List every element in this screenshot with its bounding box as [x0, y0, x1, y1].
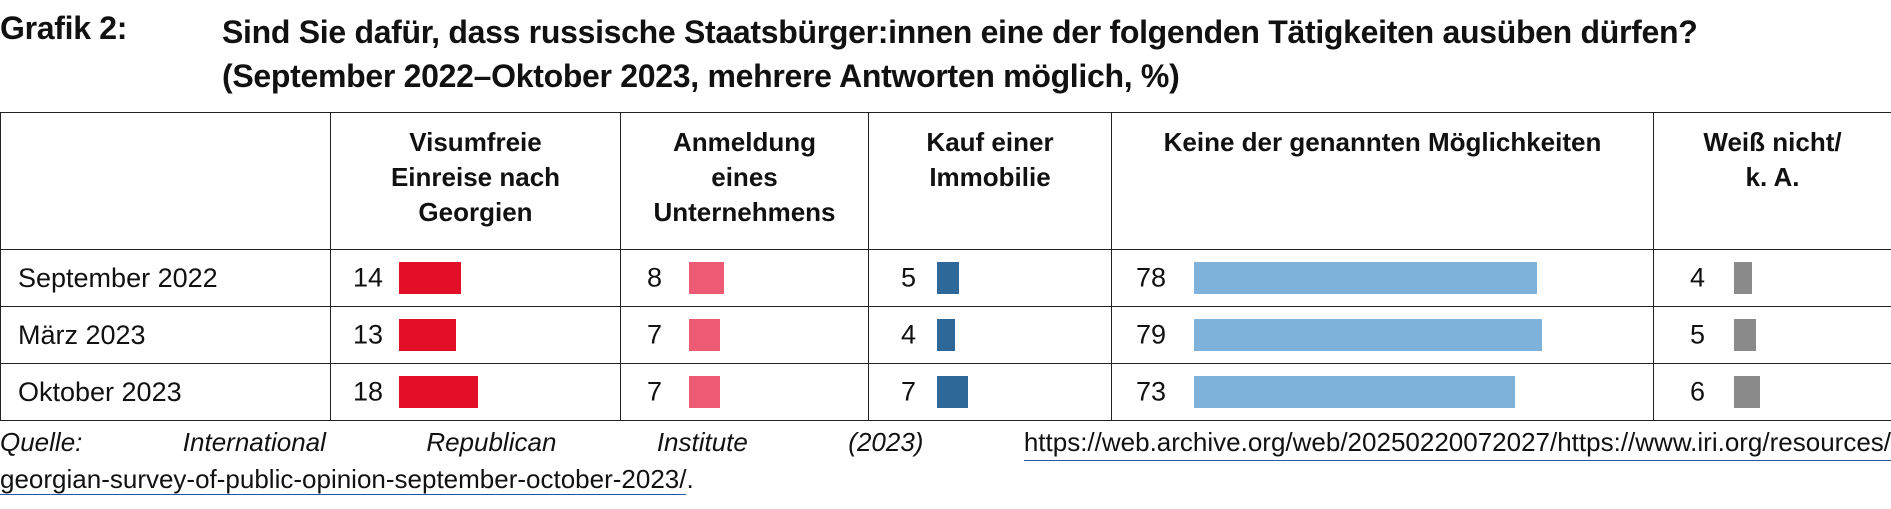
source-word: Republican	[426, 427, 557, 457]
cell: 13	[331, 307, 620, 363]
cell: 5	[1654, 307, 1891, 363]
bar	[1194, 262, 1537, 294]
data-label: 13	[353, 319, 384, 350]
data-label: 8	[647, 262, 663, 293]
bar	[689, 376, 720, 408]
cell: 5	[869, 250, 1111, 306]
cell: 4	[1654, 250, 1891, 306]
cell: 18	[331, 364, 620, 420]
bar	[399, 376, 478, 408]
cell: 7	[621, 307, 868, 363]
results-table: Visumfreie Einreise nach Georgien Anmeld…	[0, 112, 1891, 421]
header-visa-line-2: Einreise nach	[390, 162, 561, 192]
source-line-1: Quelle: International Republican Institu…	[0, 424, 1891, 461]
header-company-line-3: Unternehmens	[653, 197, 836, 227]
table-row: September 2022 14 8 5 78 4	[0, 249, 1891, 307]
bar	[399, 319, 456, 351]
header-dontknow-line-1: Weiß nicht/	[1703, 127, 1842, 157]
table-row: März 2023 13 7 4 79 5	[0, 306, 1891, 364]
data-label: 79	[1136, 319, 1167, 350]
title-line-1: Sind Sie dafür, dass russische Staatsbür…	[222, 14, 1698, 50]
data-label: 7	[647, 376, 663, 407]
cell: 14	[331, 250, 620, 306]
cell: 73	[1112, 364, 1653, 420]
figure-label: Grafik 2:	[0, 10, 128, 46]
header-none-line-1: Keine der genannten Möglichkeiten	[1163, 127, 1602, 157]
header-none: Keine der genannten Möglichkeiten	[1111, 112, 1654, 250]
cell: 4	[869, 307, 1111, 363]
source-link-part-2[interactable]: georgian-survey-of-public-opinion-septem…	[0, 464, 687, 495]
row-label: Oktober 2023	[0, 363, 331, 421]
bar	[937, 376, 968, 408]
header-visa-line-1: Visumfreie	[409, 127, 542, 157]
cell: 78	[1112, 250, 1653, 306]
bar	[689, 319, 720, 351]
data-label: 14	[353, 262, 384, 293]
data-label: 5	[901, 262, 917, 293]
data-label: 6	[1690, 376, 1706, 407]
row-label: März 2023	[0, 306, 331, 364]
bar	[1194, 376, 1515, 408]
source-line-2: georgian-survey-of-public-opinion-septem…	[0, 461, 1891, 497]
data-label: 18	[353, 376, 384, 407]
header-company: Anmeldung eines Unternehmens	[620, 112, 869, 250]
data-label: 4	[901, 319, 917, 350]
header-property-line-2: Immobilie	[929, 162, 1051, 192]
cell: 7	[869, 364, 1111, 420]
cell: 6	[1654, 364, 1891, 420]
data-label: 78	[1136, 262, 1167, 293]
row-label: September 2022	[0, 249, 331, 307]
header-visa: Visumfreie Einreise nach Georgien	[330, 112, 621, 250]
source-note: Quelle: International Republican Institu…	[0, 424, 1891, 497]
data-label: 73	[1136, 376, 1167, 407]
bar	[1734, 319, 1756, 351]
header-empty	[0, 112, 331, 250]
data-label: 4	[1690, 262, 1706, 293]
bar	[399, 262, 461, 294]
data-label: 7	[647, 319, 663, 350]
table-row: Oktober 2023 18 7 7 73 6	[0, 363, 1891, 421]
title-line-2: (September 2022–Oktober 2023, mehrere An…	[222, 58, 1180, 94]
cell: 79	[1112, 307, 1653, 363]
header-company-line-2: eines	[711, 162, 778, 192]
bar	[1734, 262, 1752, 294]
source-word: Institute	[656, 427, 748, 457]
header-visa-line-3: Georgien	[418, 197, 533, 227]
cell: 8	[621, 250, 868, 306]
source-word: Quelle:	[0, 427, 83, 457]
bar	[1194, 319, 1542, 351]
source-link-part-1[interactable]: https://web.archive.org/web/202502200720…	[1023, 424, 1891, 461]
header-property-line-1: Kauf einer	[926, 127, 1054, 157]
header-row: Visumfreie Einreise nach Georgien Anmeld…	[0, 112, 1891, 250]
bar	[937, 319, 955, 351]
cell: 7	[621, 364, 868, 420]
bar	[937, 262, 959, 294]
bar	[1734, 376, 1760, 408]
data-label: 7	[901, 376, 917, 407]
bar	[689, 262, 724, 294]
header-property: Kauf einer Immobilie	[868, 112, 1112, 250]
source-trailing: .	[686, 464, 694, 494]
source-word: (2023)	[848, 427, 924, 457]
figure-question: Sind Sie dafür, dass russische Staatsbür…	[222, 10, 1882, 98]
source-word: International	[182, 427, 326, 457]
data-label: 5	[1690, 319, 1706, 350]
header-dontknow: Weiß nicht/ k. A.	[1653, 112, 1891, 250]
header-dontknow-line-2: k. A.	[1745, 162, 1800, 192]
header-company-line-1: Anmeldung	[673, 127, 816, 157]
